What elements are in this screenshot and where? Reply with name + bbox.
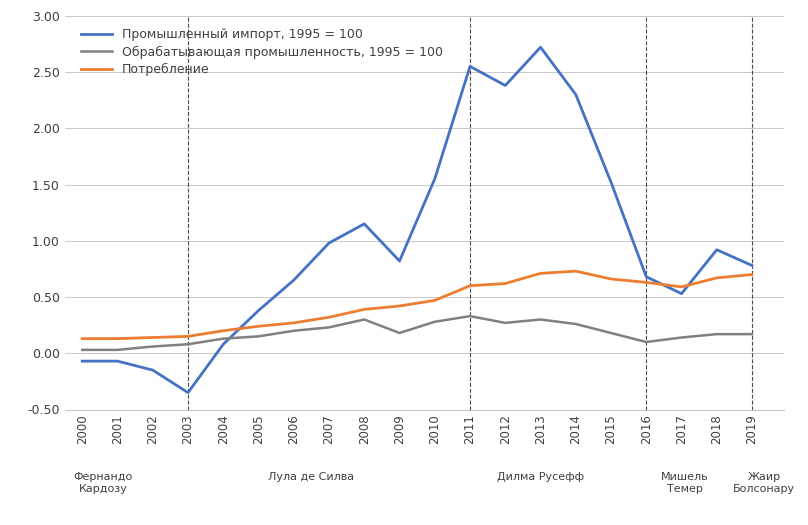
- Потребление: [747, 271, 757, 278]
- Line: Обрабатывающая промышленность, 1995 = 100: Обрабатывающая промышленность, 1995 = 10…: [82, 316, 752, 350]
- Обрабатывающая промышленность, 1995 = 100: [465, 313, 475, 319]
- Промышленный импорт, 1995 = 100: [324, 240, 334, 246]
- Обрабатывающая промышленность, 1995 = 100: [324, 324, 334, 331]
- Потребление: [606, 276, 616, 282]
- Промышленный импорт, 1995 = 100: [642, 274, 651, 280]
- Потребление: [218, 328, 228, 334]
- Обрабатывающая промышленность, 1995 = 100: [747, 331, 757, 337]
- Промышленный импорт, 1995 = 100: [500, 82, 510, 89]
- Промышленный импорт, 1995 = 100: [747, 262, 757, 269]
- Промышленный импорт, 1995 = 100: [78, 358, 87, 364]
- Обрабатывающая промышленность, 1995 = 100: [254, 333, 263, 340]
- Потребление: [430, 297, 440, 303]
- Обрабатывающая промышленность, 1995 = 100: [148, 343, 158, 350]
- Text: Жаир
Болсонару: Жаир Болсонару: [734, 472, 795, 494]
- Text: Дилма Русефф: Дилма Русефф: [497, 472, 584, 482]
- Промышленный импорт, 1995 = 100: [112, 358, 122, 364]
- Промышленный импорт, 1995 = 100: [394, 258, 404, 264]
- Потребление: [500, 280, 510, 287]
- Потребление: [324, 314, 334, 320]
- Потребление: [112, 335, 122, 342]
- Потребление: [78, 335, 87, 342]
- Промышленный импорт, 1995 = 100: [430, 176, 440, 182]
- Потребление: [394, 303, 404, 309]
- Обрабатывающая промышленность, 1995 = 100: [78, 346, 87, 353]
- Потребление: [676, 284, 686, 290]
- Промышленный импорт, 1995 = 100: [712, 247, 722, 253]
- Обрабатывающая промышленность, 1995 = 100: [571, 321, 581, 327]
- Промышленный импорт, 1995 = 100: [606, 179, 616, 185]
- Потребление: [254, 323, 263, 329]
- Обрабатывающая промышленность, 1995 = 100: [289, 328, 299, 334]
- Промышленный импорт, 1995 = 100: [148, 367, 158, 373]
- Text: Лула де Силва: Лула де Силва: [268, 472, 355, 482]
- Text: Фернандо
Кардозу: Фернандо Кардозу: [74, 472, 133, 494]
- Промышленный импорт, 1995 = 100: [571, 91, 581, 98]
- Обрабатывающая промышленность, 1995 = 100: [394, 330, 404, 336]
- Обрабатывающая промышленность, 1995 = 100: [183, 341, 193, 348]
- Обрабатывающая промышленность, 1995 = 100: [112, 346, 122, 353]
- Промышленный импорт, 1995 = 100: [360, 220, 369, 227]
- Обрабатывающая промышленность, 1995 = 100: [676, 334, 686, 341]
- Потребление: [183, 333, 193, 340]
- Промышленный импорт, 1995 = 100: [218, 341, 228, 348]
- Обрабатывающая промышленность, 1995 = 100: [430, 319, 440, 325]
- Обрабатывающая промышленность, 1995 = 100: [606, 330, 616, 336]
- Потребление: [571, 268, 581, 274]
- Обрабатывающая промышленность, 1995 = 100: [360, 317, 369, 323]
- Text: Мишель
Темер: Мишель Темер: [661, 472, 709, 494]
- Потребление: [642, 279, 651, 286]
- Потребление: [148, 334, 158, 341]
- Промышленный импорт, 1995 = 100: [183, 390, 193, 396]
- Legend: Промышленный импорт, 1995 = 100, Обрабатывающая промышленность, 1995 = 100, Потр: Промышленный импорт, 1995 = 100, Обрабат…: [78, 26, 445, 79]
- Line: Потребление: Потребление: [82, 271, 752, 339]
- Промышленный импорт, 1995 = 100: [676, 290, 686, 297]
- Line: Промышленный импорт, 1995 = 100: Промышленный импорт, 1995 = 100: [82, 47, 752, 393]
- Промышленный импорт, 1995 = 100: [254, 307, 263, 313]
- Потребление: [465, 282, 475, 289]
- Промышленный импорт, 1995 = 100: [289, 277, 299, 284]
- Обрабатывающая промышленность, 1995 = 100: [500, 320, 510, 326]
- Потребление: [289, 320, 299, 326]
- Потребление: [360, 306, 369, 312]
- Потребление: [712, 275, 722, 281]
- Обрабатывающая промышленность, 1995 = 100: [536, 317, 545, 323]
- Обрабатывающая промышленность, 1995 = 100: [642, 339, 651, 345]
- Промышленный импорт, 1995 = 100: [536, 44, 545, 50]
- Обрабатывающая промышленность, 1995 = 100: [218, 335, 228, 342]
- Обрабатывающая промышленность, 1995 = 100: [712, 331, 722, 337]
- Потребление: [536, 270, 545, 277]
- Промышленный импорт, 1995 = 100: [465, 63, 475, 69]
